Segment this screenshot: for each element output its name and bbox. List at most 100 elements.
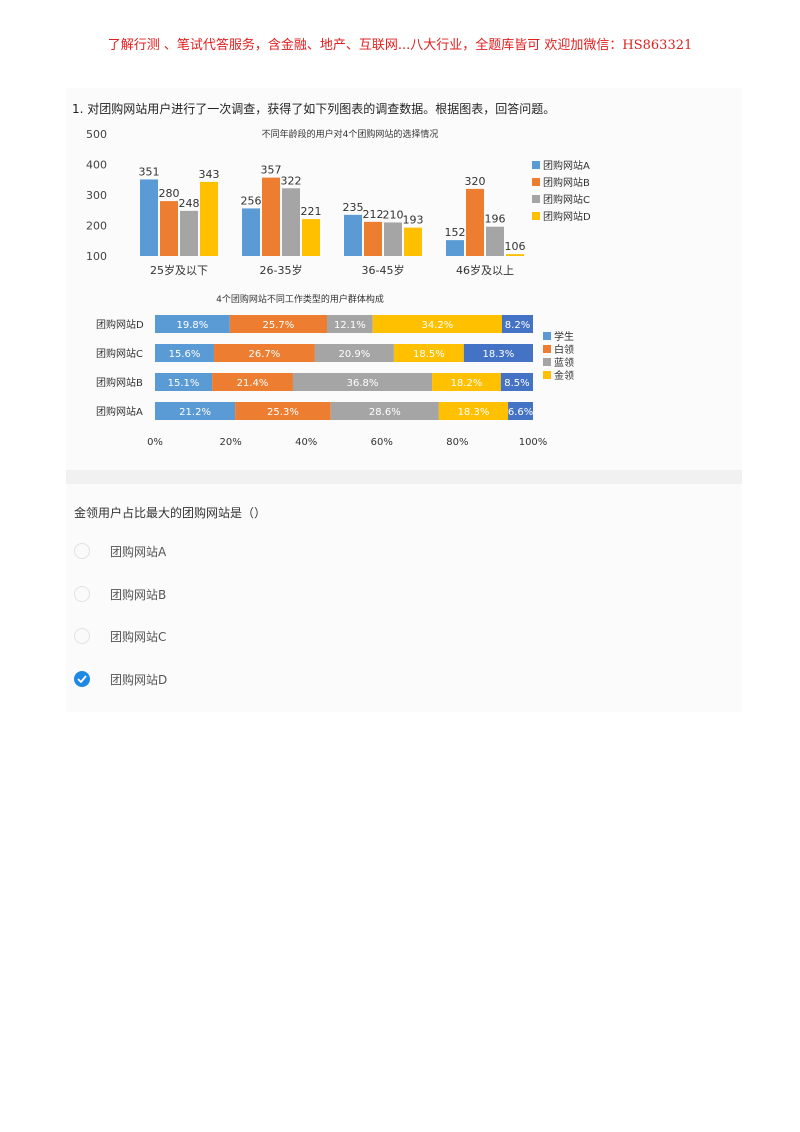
stacked-segment	[155, 402, 236, 420]
stacked-segment	[235, 402, 331, 420]
legend-label: 金领	[554, 369, 574, 382]
job-type-stacked-chart: 4个团购网站不同工作类型的用户群体构成 19.8% 25.7% 12.1% 34.2% 8…	[96, 293, 574, 448]
bar	[344, 214, 362, 256]
segment-value-label: 25.7%	[263, 320, 295, 331]
segment-value-label: 18.3%	[483, 349, 515, 360]
stacked-segment	[508, 402, 533, 420]
option-label: 团购网站D	[110, 672, 168, 687]
segment-value-label: 25.3%	[267, 407, 299, 418]
x-tick-label: 20%	[219, 437, 241, 448]
question-card	[66, 88, 742, 712]
bar	[364, 221, 382, 256]
question-text: 金领用户占比最大的团购网站是（）	[74, 506, 267, 520]
segment-value-label: 20.9%	[339, 349, 371, 360]
bar-value-label: 210	[383, 208, 404, 221]
x-tick-label: 100%	[519, 437, 548, 448]
legend-swatch	[532, 161, 540, 169]
legend-swatch	[532, 178, 540, 186]
y-tick-label: 500	[86, 128, 107, 141]
x-tick-label: 25岁及以下	[150, 263, 208, 277]
segment-value-label: 12.1%	[334, 320, 366, 331]
stacked-segment	[463, 344, 533, 362]
y-category-label: 团购网站A	[96, 405, 143, 418]
y-tick-label: 200	[86, 220, 107, 233]
stacked-segment	[314, 344, 394, 362]
radio-icon[interactable]	[74, 628, 90, 644]
stacked-segment	[292, 373, 433, 391]
option-label: 团购网站A	[110, 544, 167, 559]
stacked-segment	[393, 344, 464, 362]
option-a[interactable]: 团购网站A	[74, 541, 166, 561]
bar	[180, 210, 198, 256]
legend-label: 蓝领	[554, 356, 574, 369]
y-tick-label: 100	[86, 250, 107, 263]
bar	[140, 179, 158, 256]
option-b[interactable]: 团购网站B	[74, 584, 166, 604]
check-icon[interactable]	[74, 671, 90, 687]
radio-icon[interactable]	[74, 586, 90, 602]
x-tick-label: 26-35岁	[260, 263, 303, 277]
bar	[506, 254, 524, 256]
legend-label: 团购网站D	[543, 210, 591, 223]
stacked-segment	[326, 315, 373, 333]
promo-header: 了解行测 、笔试代答服务，含金融、地产、互联网...八大行业，全题库皆可 欢迎加…	[107, 38, 693, 53]
y-category-label: 团购网站C	[96, 347, 143, 360]
stacked-segment	[432, 373, 501, 391]
y-category-label: 团购网站D	[96, 318, 144, 331]
segment-value-label: 15.6%	[169, 349, 201, 360]
y-tick-label: 400	[86, 159, 107, 172]
bar-value-label: 152	[445, 226, 466, 239]
x-tick-label: 40%	[295, 437, 317, 448]
bar	[242, 208, 260, 256]
bar	[160, 201, 178, 256]
x-tick-label: 0%	[147, 437, 163, 448]
stacked-segment	[438, 402, 509, 420]
legend-label: 团购网站C	[543, 193, 590, 206]
stacked-segment	[155, 373, 213, 391]
bar	[262, 177, 280, 256]
x-tick-label: 80%	[446, 437, 468, 448]
bar-value-label: 280	[159, 187, 180, 200]
segment-value-label: 26.7%	[249, 349, 281, 360]
bar-value-label: 357	[261, 164, 282, 177]
option-d[interactable]: 团购网站D	[74, 669, 167, 689]
option-label: 团购网站C	[110, 629, 167, 644]
stacked-segment	[212, 373, 293, 391]
bar-value-label: 256	[241, 194, 262, 207]
bar-value-label: 193	[403, 214, 424, 227]
option-c[interactable]: 团购网站C	[74, 626, 166, 646]
bar	[486, 226, 504, 256]
segment-value-label: 15.1%	[168, 378, 200, 389]
segment-value-label: 19.8%	[177, 320, 209, 331]
stacked-segment	[502, 315, 533, 333]
bar-value-label: 343	[199, 168, 220, 181]
bar	[384, 222, 402, 256]
radio-icon[interactable]	[74, 543, 90, 559]
age-group-bar-chart: 不同年龄段的用户对4个团购网站的选择情况 100 200 300 400 500 351 28…	[86, 128, 591, 277]
segment-value-label: 8.2%	[505, 320, 530, 331]
segment-value-label: 28.6%	[369, 407, 401, 418]
stacked-segment	[155, 344, 214, 362]
stacked-segment	[155, 315, 230, 333]
segment-value-label: 18.3%	[458, 407, 490, 418]
bar-value-label: 351	[139, 165, 160, 178]
bar	[302, 219, 320, 256]
bar	[200, 181, 218, 256]
segment-value-label: 18.2%	[451, 378, 483, 389]
segment-value-label: 21.4%	[237, 378, 269, 389]
bar-value-label: 322	[281, 174, 302, 187]
bar-value-label: 221	[301, 205, 322, 218]
segment-value-label: 36.8%	[347, 378, 379, 389]
legend-swatch	[532, 212, 540, 220]
stacked-segment	[330, 402, 439, 420]
bar	[446, 240, 464, 256]
question-intro: 1. 对团购网站用户进行了一次调查，获得了如下列图表的调查数据。根据图表，回答问…	[72, 102, 556, 116]
stacked-segment	[213, 344, 315, 362]
legend-swatch	[532, 195, 540, 203]
x-tick-label: 60%	[371, 437, 393, 448]
segment-value-label: 8.5%	[504, 378, 529, 389]
chart-title: 不同年龄段的用户对4个团购网站的选择情况	[262, 128, 439, 140]
legend-swatch	[543, 358, 551, 366]
bar-value-label: 212	[363, 208, 384, 221]
legend-label: 白领	[554, 343, 574, 356]
